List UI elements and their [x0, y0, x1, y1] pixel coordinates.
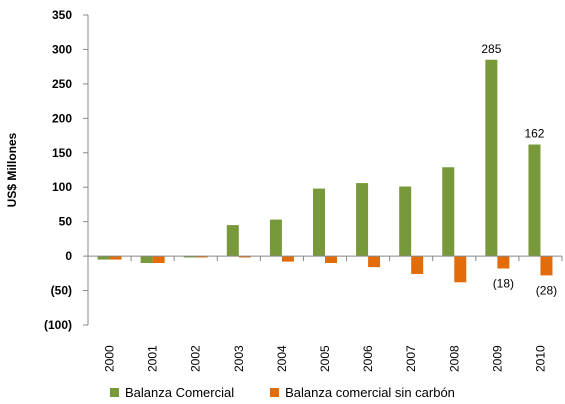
bar-sin-carbon-2005	[325, 256, 337, 263]
y-tick-label: 50	[59, 215, 73, 229]
bar-sin-carbon-2004	[281, 256, 294, 262]
y-tick-label: (100)	[44, 318, 72, 332]
x-axis: 2000 2001 2002 2003 2004 2005 2006 2007 2008 2009…	[88, 255, 563, 372]
bars	[97, 59, 553, 283]
bar-sin-carbon-2009	[497, 256, 510, 269]
bar-sin-carbon-2010	[540, 256, 553, 276]
x-tick-label: 2002	[189, 345, 203, 372]
y-tick-label: 200	[52, 111, 72, 125]
legend: Balanza Comercial Balanza comercial sin …	[110, 385, 491, 400]
legend-label: Balanza comercial sin carbón	[285, 385, 455, 400]
bar-sin-carbon-2006	[368, 256, 381, 268]
bar-sin-carbon-2000	[109, 256, 122, 260]
bar-balanza-comercial-2000	[97, 256, 110, 260]
y-tick-label: 250	[52, 77, 72, 91]
y-tick-label: 0	[65, 249, 72, 263]
bar-balanza-comercial-2004	[269, 219, 282, 257]
y-tick-label: 300	[52, 42, 72, 56]
x-tick-label: 2008	[447, 345, 461, 372]
x-tick-label: 2000	[103, 345, 117, 372]
x-tick-label: 2003	[232, 345, 246, 372]
legend-swatch-orange	[270, 388, 280, 397]
bar-sin-carbon-2002	[195, 256, 208, 258]
x-tick-label: 2007	[404, 345, 418, 372]
bar-sin-carbon-2001	[152, 256, 165, 263]
x-tick-label: 2005	[318, 345, 332, 372]
bar-balanza-comercial-2006	[356, 183, 369, 257]
x-tick-label: 2004	[275, 345, 289, 372]
bar-chart: US$ Millones (100) (50) 0 50 100 150 200 250 300…	[5, 8, 563, 372]
data-labels: 285 (18) 162 (28)	[481, 42, 557, 298]
legend-item-sin-carbon: Balanza comercial sin carbón	[270, 385, 455, 400]
x-tick-label: 2001	[146, 345, 160, 372]
bar-balanza-comercial-2009	[485, 59, 498, 257]
data-label: (18)	[493, 277, 514, 291]
bar-sin-carbon-2008	[454, 256, 467, 283]
legend-label: Balanza Comercial	[125, 385, 235, 400]
data-label: 162	[524, 127, 544, 141]
legend-item-balanza-comercial: Balanza Comercial	[110, 385, 234, 400]
bar-balanza-comercial-2002	[183, 256, 196, 258]
bar-balanza-comercial-2005	[313, 188, 325, 257]
y-tick-label: 100	[52, 180, 72, 194]
legend-swatch-green	[110, 388, 119, 397]
bar-balanza-comercial-2008	[442, 167, 455, 257]
data-label: (28)	[536, 283, 557, 297]
data-label: 285	[481, 42, 501, 56]
x-tick-label: 2006	[361, 345, 375, 372]
x-tick-label: 2010	[533, 345, 547, 372]
y-axis: (100) (50) 0 50 100 150 200 250 300 350	[44, 8, 89, 332]
bar-balanza-comercial-2007	[399, 186, 412, 257]
bar-sin-carbon-2003	[238, 256, 251, 258]
bar-balanza-comercial-2003	[226, 225, 239, 257]
y-axis-label: US$ Millones	[5, 132, 19, 207]
bar-balanza-comercial-2001	[140, 256, 153, 263]
y-tick-label: 150	[52, 146, 72, 160]
y-tick-label: (50)	[51, 284, 72, 298]
bar-balanza-comercial-2010	[528, 144, 541, 257]
bar-sin-carbon-2007	[411, 256, 424, 275]
x-tick-label: 2009	[490, 345, 504, 372]
y-tick-label: 350	[52, 8, 72, 22]
